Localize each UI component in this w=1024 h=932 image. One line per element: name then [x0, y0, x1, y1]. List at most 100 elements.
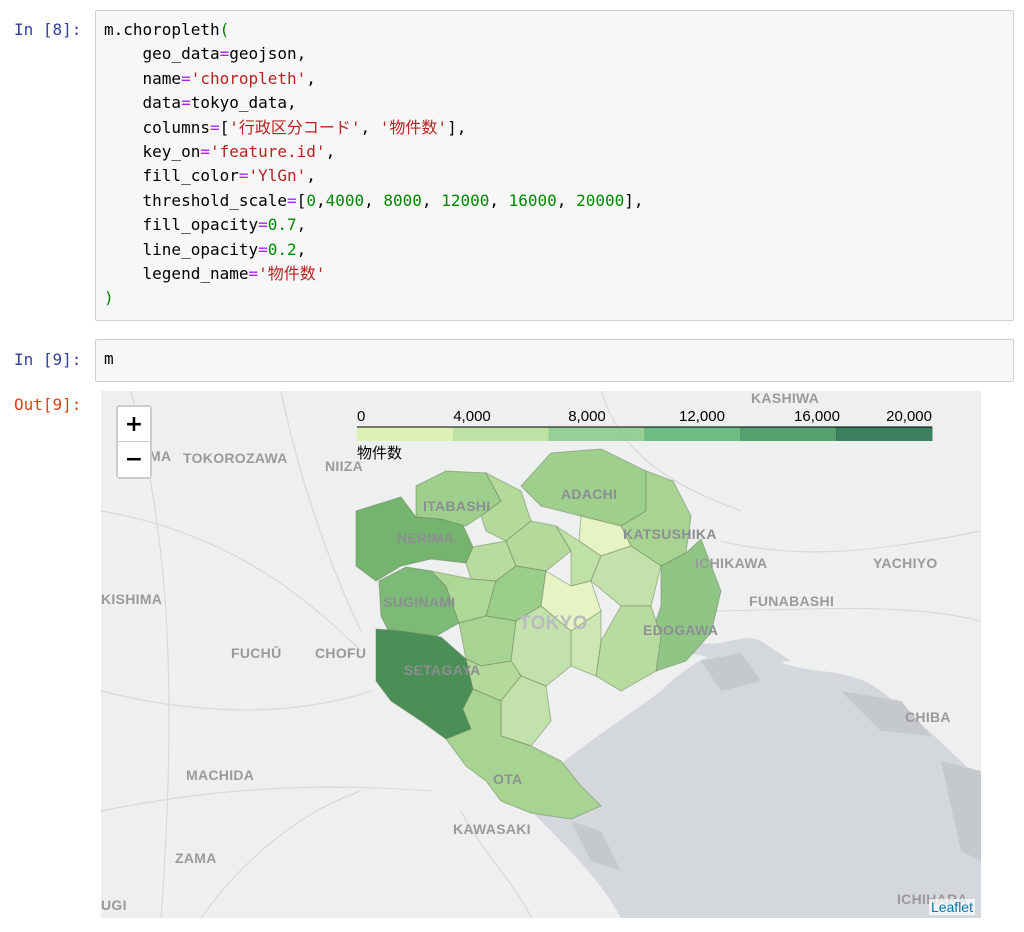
- code-cell-8[interactable]: m.choropleth( geo_data=geojson, name='ch…: [95, 10, 1014, 321]
- code-line: geo_data=geojson,: [104, 42, 1013, 66]
- zoom-control: + −: [116, 405, 152, 479]
- output-prompt-9: Out[9]:: [14, 395, 82, 414]
- place-label-ichikawa: ICHIKAWA: [695, 555, 767, 571]
- legend: 0 4,000 8,000 12,000 16,000 20,000 物件数: [357, 408, 933, 462]
- leaflet-map[interactable]: KASHIWA TOKOROZAWA NIIZA ADACHI ITABASHI…: [101, 391, 981, 918]
- place-label-ugi: UGI: [101, 897, 127, 913]
- zoom-in-button[interactable]: +: [118, 407, 150, 442]
- place-label-chiba: CHIBA: [905, 709, 951, 725]
- ward-shibuya[interactable]: [458, 615, 517, 667]
- code-token: 8000: [383, 190, 422, 210]
- code-token: ,: [306, 68, 316, 88]
- place-label-katsushika: KATSUSHIKA: [623, 526, 717, 542]
- code-token: ): [104, 288, 114, 308]
- place-label-fuchu: FUCHŪ: [231, 645, 282, 661]
- code-token: fill_opacity: [104, 215, 259, 235]
- code-token: 20000: [576, 190, 625, 210]
- code-token: 12000: [441, 190, 490, 210]
- code-token: m.choropleth: [104, 20, 220, 39]
- code-line: columns=['行政区分コード', '物件数'],: [104, 116, 1013, 140]
- code-line: ): [104, 286, 1013, 310]
- place-label-funabashi: FUNABASHI: [749, 593, 834, 609]
- code-token: =: [238, 166, 249, 186]
- ward-kita[interactable]: [480, 471, 532, 542]
- code-token: '物件数': [258, 264, 326, 284]
- legend-tick-label: 20,000: [886, 408, 932, 425]
- code-token: line_opacity: [104, 239, 259, 259]
- legend-tick-label: 16,000: [794, 408, 840, 425]
- code-editor[interactable]: m.choropleth( geo_data=geojson, name='ch…: [96, 11, 1013, 311]
- code-token: columns: [104, 117, 210, 137]
- place-label-yachiyo: YACHIYO: [873, 555, 938, 571]
- place-label-kashiwa: KASHIWA: [751, 391, 819, 406]
- code-token: =: [287, 190, 297, 210]
- code-token: ],: [624, 190, 644, 210]
- code-token: data: [104, 93, 182, 113]
- code-line: m.choropleth(: [104, 18, 1013, 42]
- place-label-tokorozawa: TOKOROZAWA: [183, 450, 288, 466]
- code-token: ,: [325, 142, 336, 162]
- legend-color-swatch: [357, 427, 454, 441]
- place-label-ota: OTA: [493, 771, 522, 787]
- code-token: 16000: [508, 190, 557, 210]
- code-token: tokyo_data,: [190, 93, 297, 113]
- place-label-chofu: CHOFU: [315, 645, 366, 661]
- place-label-nerima: NERIMA: [397, 530, 454, 546]
- code-token: legend_name: [104, 264, 249, 284]
- bay-inlet: [691, 638, 791, 664]
- place-label-zama: ZAMA: [175, 850, 217, 866]
- zoom-out-button[interactable]: −: [118, 442, 150, 477]
- leaflet-attribution-link[interactable]: Leaflet: [928, 899, 975, 915]
- ward-edogawa[interactable]: [650, 538, 722, 672]
- code-token: ,: [489, 190, 509, 210]
- code-line: m: [104, 347, 1013, 371]
- place-label-kishima: KISHIMA: [101, 591, 162, 607]
- code-token: ,: [306, 166, 316, 186]
- code-token: =: [181, 68, 191, 88]
- code-token: '物件数': [379, 117, 448, 137]
- code-token: =: [258, 239, 268, 259]
- code-token: ,: [296, 215, 307, 235]
- code-token: =: [219, 44, 230, 64]
- place-label-niiza: NIIZA: [325, 458, 363, 474]
- choropleth-layer[interactable]: [355, 448, 722, 820]
- ward-ota[interactable]: [445, 688, 602, 820]
- input-prompt-8: In [8]:: [14, 20, 82, 39]
- place-label-adachi: ADACHI: [561, 486, 617, 502]
- place-label-edogawa: EDOGAWA: [643, 622, 718, 638]
- input-prompt-9: In [9]:: [14, 350, 82, 369]
- map-canvas[interactable]: KASHIWA TOKOROZAWA NIIZA ADACHI ITABASHI…: [101, 391, 981, 918]
- code-token: 'choropleth': [190, 68, 307, 88]
- code-token: =: [209, 117, 220, 137]
- place-label-tokyo: TOKYO: [519, 613, 588, 634]
- code-token: key_on: [104, 142, 201, 162]
- code-token: m: [104, 349, 114, 368]
- legend-tick-label: 12,000: [679, 408, 725, 425]
- code-line: legend_name='物件数': [104, 262, 1013, 286]
- code-token: 0: [306, 190, 316, 210]
- code-token: [: [296, 190, 307, 210]
- code-token: =: [200, 142, 210, 162]
- code-cell-9[interactable]: m: [95, 339, 1014, 382]
- legend-color-swatch: [548, 427, 645, 441]
- code-token: geojson,: [229, 44, 307, 64]
- code-token: fill_color: [104, 166, 239, 186]
- code-token: 4000: [325, 190, 365, 210]
- code-token: threshold_scale: [104, 190, 288, 210]
- code-token: geo_data: [104, 44, 220, 64]
- place-label-kawasaki: KAWASAKI: [453, 821, 531, 837]
- code-token: name: [104, 68, 182, 88]
- code-editor[interactable]: m: [96, 340, 1013, 371]
- code-token: 0.7: [267, 215, 297, 235]
- legend-tick-label: 0: [357, 408, 365, 425]
- place-label-itabashi: ITABASHI: [423, 498, 490, 514]
- code-token: =: [248, 264, 259, 284]
- code-line: key_on='feature.id',: [104, 140, 1013, 164]
- place-label-suginami: SUGINAMI: [383, 594, 455, 610]
- legend-color-swatch: [644, 427, 741, 441]
- legend-tick-label: 4,000: [453, 408, 491, 425]
- code-token: ,: [360, 117, 380, 137]
- code-token: [: [219, 117, 230, 137]
- code-token: ,: [315, 190, 326, 210]
- code-line: threshold_scale=[0,4000, 8000, 12000, 16…: [104, 189, 1013, 213]
